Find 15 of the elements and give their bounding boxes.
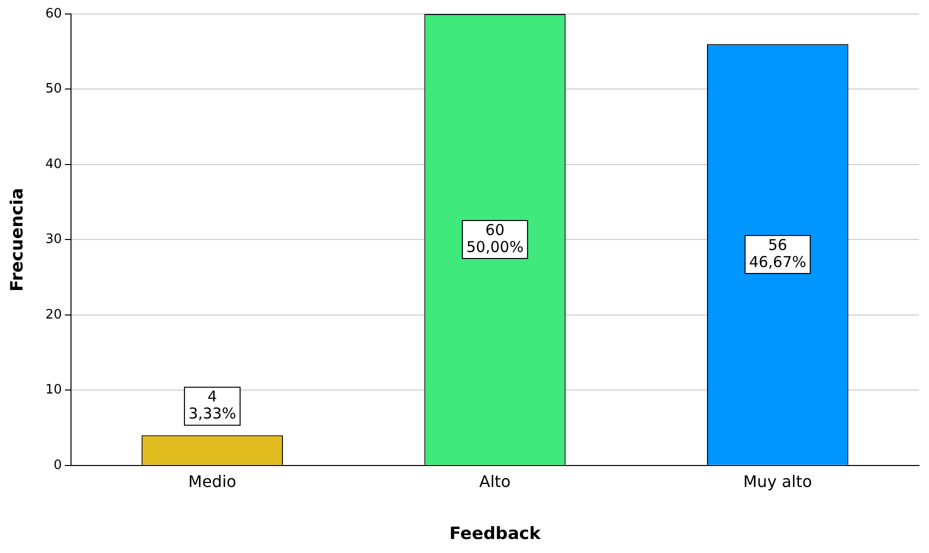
y-tick-label: 20 bbox=[45, 307, 62, 322]
y-tick-label: 10 bbox=[45, 382, 62, 398]
x-axis-title: Feedback bbox=[449, 524, 542, 544]
data-label: 60 50,00% bbox=[466, 220, 524, 256]
y-tick-label: 40 bbox=[45, 156, 62, 172]
y-tick-label: 30 bbox=[45, 232, 62, 248]
x-tick-label: Muy alto bbox=[743, 472, 812, 492]
y-tick-label: 60 bbox=[45, 6, 62, 22]
x-tick-label: Alto bbox=[479, 472, 511, 492]
y-axis-title: Frecuencia bbox=[8, 188, 28, 292]
y-tick-label: 0 bbox=[54, 458, 62, 473]
y-tick-label: 50 bbox=[45, 82, 62, 97]
x-tick-label: Medio bbox=[188, 472, 236, 492]
data-label: 56 46,67% bbox=[749, 236, 806, 271]
data-label: 4 3,33% bbox=[188, 388, 236, 423]
